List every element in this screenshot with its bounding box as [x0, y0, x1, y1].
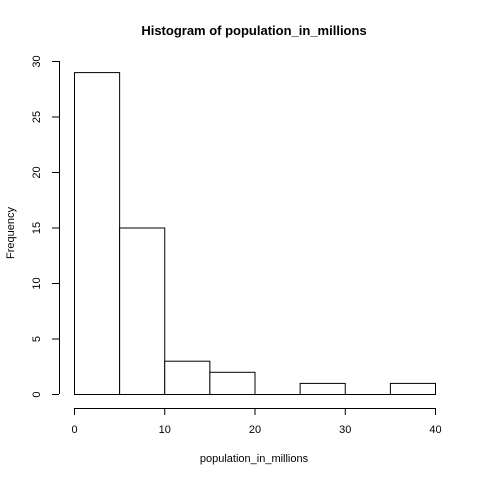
histogram-bar-1: [119, 227, 166, 395]
y-tick-label: 5: [31, 336, 43, 342]
x-tick-label: 30: [339, 424, 351, 436]
chart-title: Histogram of population_in_millions: [141, 23, 366, 38]
histogram-bar-3: [209, 371, 256, 395]
y-tick-label: 15: [31, 222, 43, 234]
y-tick-label: 10: [31, 277, 43, 289]
histogram-bar-0: [74, 72, 121, 395]
y-axis: 0 5 10 15 20 25 30: [31, 55, 60, 398]
histogram-bar-2: [164, 360, 211, 396]
x-tick-label: 0: [71, 424, 77, 436]
x-tick-label: 10: [159, 424, 171, 436]
histogram-bar-5: [299, 382, 346, 395]
x-tick-label: 40: [429, 424, 441, 436]
x-tick-label: 20: [249, 424, 261, 436]
histogram-bar-7: [389, 382, 436, 395]
y-tick-label: 20: [31, 166, 43, 178]
x-axis-label: population_in_millions: [200, 453, 309, 465]
x-axis: 0 10 20 30 40: [71, 408, 442, 436]
y-tick-label: 25: [31, 111, 43, 123]
histogram-bars: [74, 72, 436, 396]
y-tick-label: 0: [31, 391, 43, 397]
y-axis-label: Frequency: [5, 207, 17, 259]
y-tick-label: 30: [31, 55, 43, 67]
